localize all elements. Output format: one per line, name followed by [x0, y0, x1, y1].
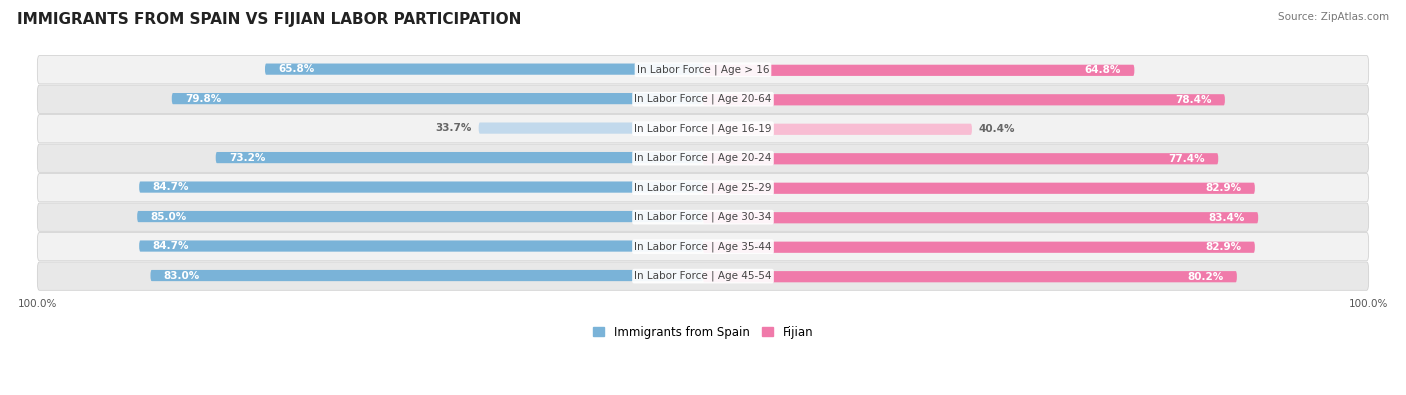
- FancyBboxPatch shape: [38, 173, 1368, 202]
- FancyBboxPatch shape: [38, 233, 1368, 261]
- Text: In Labor Force | Age 45-54: In Labor Force | Age 45-54: [634, 271, 772, 281]
- FancyBboxPatch shape: [703, 94, 1225, 105]
- Text: In Labor Force | Age 16-19: In Labor Force | Age 16-19: [634, 124, 772, 134]
- FancyBboxPatch shape: [478, 122, 703, 134]
- FancyBboxPatch shape: [38, 56, 1368, 84]
- Legend: Immigrants from Spain, Fijian: Immigrants from Spain, Fijian: [588, 321, 818, 343]
- FancyBboxPatch shape: [703, 124, 972, 135]
- FancyBboxPatch shape: [138, 211, 703, 222]
- FancyBboxPatch shape: [38, 85, 1368, 113]
- FancyBboxPatch shape: [703, 242, 1254, 253]
- FancyBboxPatch shape: [139, 181, 703, 193]
- FancyBboxPatch shape: [703, 271, 1237, 282]
- FancyBboxPatch shape: [38, 203, 1368, 231]
- Text: In Labor Force | Age 35-44: In Labor Force | Age 35-44: [634, 241, 772, 252]
- Text: 73.2%: 73.2%: [229, 152, 266, 163]
- FancyBboxPatch shape: [172, 93, 703, 104]
- FancyBboxPatch shape: [38, 144, 1368, 172]
- Text: 64.8%: 64.8%: [1084, 65, 1121, 75]
- Text: 80.2%: 80.2%: [1187, 272, 1223, 282]
- Text: 84.7%: 84.7%: [152, 182, 188, 192]
- FancyBboxPatch shape: [150, 270, 703, 281]
- FancyBboxPatch shape: [38, 115, 1368, 143]
- Text: IMMIGRANTS FROM SPAIN VS FIJIAN LABOR PARTICIPATION: IMMIGRANTS FROM SPAIN VS FIJIAN LABOR PA…: [17, 12, 522, 27]
- Text: In Labor Force | Age 20-24: In Labor Force | Age 20-24: [634, 153, 772, 164]
- Text: In Labor Force | Age > 16: In Labor Force | Age > 16: [637, 64, 769, 75]
- Text: In Labor Force | Age 30-34: In Labor Force | Age 30-34: [634, 212, 772, 222]
- Text: 78.4%: 78.4%: [1175, 95, 1212, 105]
- FancyBboxPatch shape: [139, 241, 703, 252]
- FancyBboxPatch shape: [38, 262, 1368, 290]
- Text: 84.7%: 84.7%: [152, 241, 188, 251]
- Text: 77.4%: 77.4%: [1168, 154, 1205, 164]
- Text: 40.4%: 40.4%: [979, 124, 1015, 134]
- Text: 83.4%: 83.4%: [1209, 213, 1244, 223]
- Text: Source: ZipAtlas.com: Source: ZipAtlas.com: [1278, 12, 1389, 22]
- FancyBboxPatch shape: [703, 153, 1218, 164]
- Text: In Labor Force | Age 25-29: In Labor Force | Age 25-29: [634, 182, 772, 193]
- Text: 82.9%: 82.9%: [1205, 183, 1241, 193]
- Text: 79.8%: 79.8%: [186, 94, 221, 103]
- FancyBboxPatch shape: [703, 182, 1254, 194]
- Text: In Labor Force | Age 20-64: In Labor Force | Age 20-64: [634, 94, 772, 104]
- FancyBboxPatch shape: [703, 65, 1135, 76]
- Text: 85.0%: 85.0%: [150, 212, 187, 222]
- Text: 65.8%: 65.8%: [278, 64, 315, 74]
- FancyBboxPatch shape: [215, 152, 703, 163]
- Text: 82.9%: 82.9%: [1205, 242, 1241, 252]
- Text: 33.7%: 33.7%: [436, 123, 472, 133]
- FancyBboxPatch shape: [264, 64, 703, 75]
- FancyBboxPatch shape: [703, 212, 1258, 223]
- Text: 83.0%: 83.0%: [163, 271, 200, 280]
